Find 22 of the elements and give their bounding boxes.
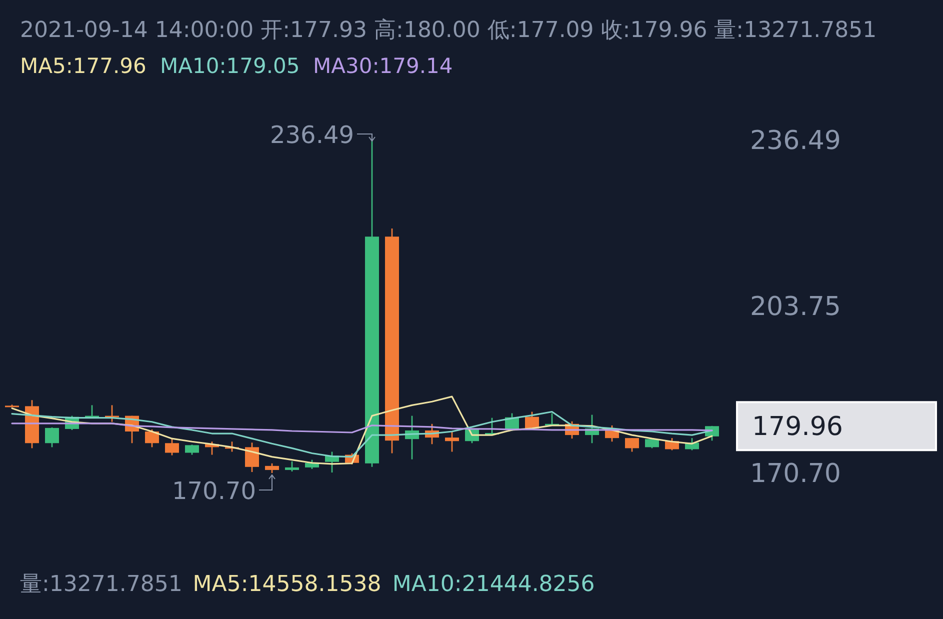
text: MA10:179.05 [160, 54, 300, 78]
text: 量:13271.7851 [20, 572, 182, 597]
y-tick-label: 236.49 [750, 126, 841, 156]
y-tick-label: 203.75 [750, 292, 841, 322]
chart-title: 2021-09-14 14:00:00 开:177.93 高:180.00 低:177.09 收:179.96 量:13271.7851 [20, 18, 877, 43]
candlestick [145, 428, 159, 448]
candlestick [625, 437, 639, 452]
candlestick [445, 430, 459, 452]
candlestick [45, 426, 59, 448]
y-tick-label: 170.70 [750, 459, 841, 490]
candlestick [165, 437, 179, 456]
text: 179.96 [752, 412, 843, 442]
text: MA5:177.96 [20, 54, 146, 78]
candlestick [285, 460, 299, 472]
candlestick [265, 462, 279, 474]
annotation: 236.49 [270, 121, 354, 149]
text: MA30:179.14 [313, 54, 453, 78]
text: MA10:21444.8256 [392, 572, 595, 597]
candlestick [245, 442, 259, 473]
candlestick [185, 444, 199, 456]
text: MA5:14558.1538 [192, 572, 382, 597]
text: 170.70 [172, 477, 256, 505]
